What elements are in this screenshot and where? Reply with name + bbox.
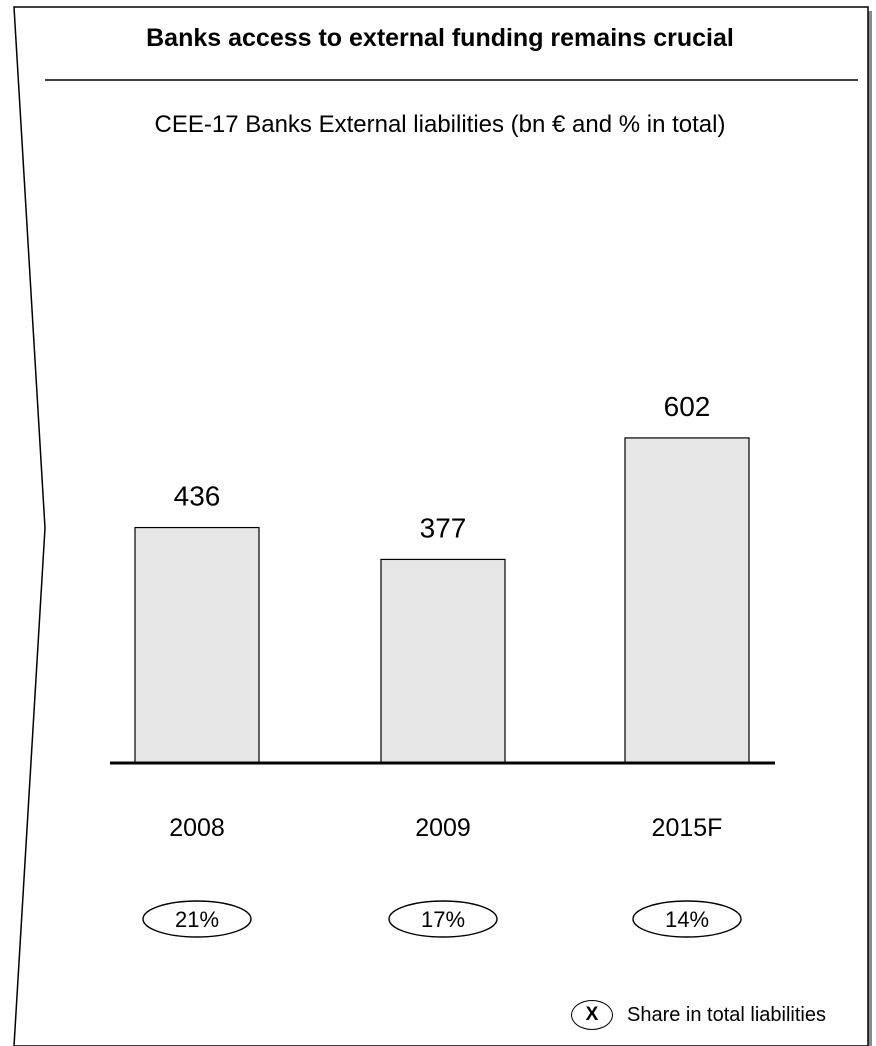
x-tick-label: 2008 xyxy=(169,814,225,842)
bar xyxy=(134,526,260,764)
share-oval xyxy=(388,900,498,938)
share-label: 17% xyxy=(421,907,465,932)
legend: X Share in total liabilities xyxy=(571,1000,826,1030)
legend-marker: X xyxy=(571,1000,613,1030)
data-label: 602 xyxy=(664,391,711,422)
share-oval xyxy=(632,900,742,938)
bar xyxy=(380,558,506,764)
legend-label: Share in total liabilities xyxy=(627,1003,826,1026)
chart-subtitle: CEE-17 Banks External liabilities (bn € … xyxy=(154,111,726,138)
share-label: 14% xyxy=(665,907,709,932)
data-label: 377 xyxy=(420,512,467,543)
panel-title: Banks access to external funding remains… xyxy=(146,24,734,52)
x-tick-label: 2009 xyxy=(415,814,471,842)
bar xyxy=(624,437,750,764)
share-oval xyxy=(142,900,252,938)
data-label: 436 xyxy=(174,481,221,512)
share-label: 21% xyxy=(175,907,219,932)
x-tick-label: 2015F xyxy=(652,814,723,842)
